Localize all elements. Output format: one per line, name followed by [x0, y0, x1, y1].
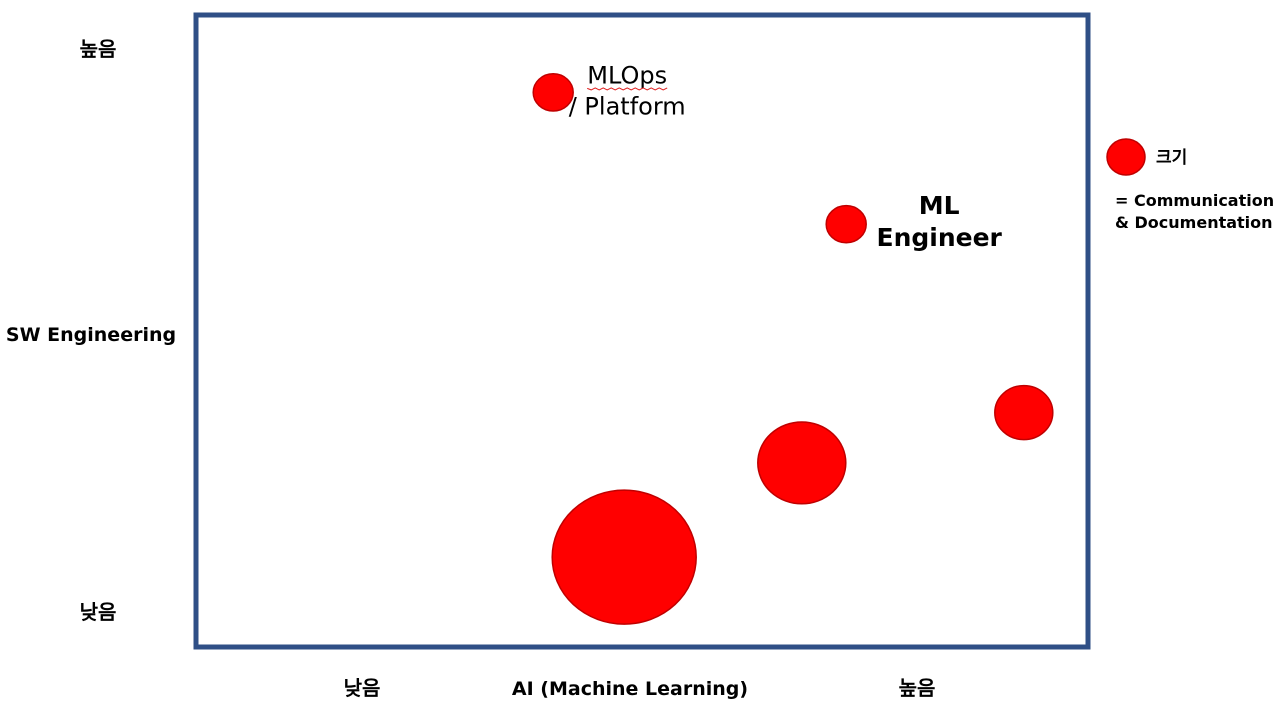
x-axis-low-label: 낮음	[344, 676, 381, 700]
bubble-5	[551, 489, 697, 625]
x-axis-high-label: 높음	[899, 676, 936, 700]
legend-description-line-2: & Documentation	[1115, 213, 1273, 232]
spellcheck-underline	[587, 87, 668, 91]
bubble-labels: MLOps / Platform ML Engineer	[569, 61, 1003, 252]
bubble-4	[757, 421, 847, 505]
y-axis-high-label: 높음	[80, 37, 117, 61]
legend-marker-label: 크기	[1156, 148, 1187, 168]
legend-bubble-marker	[1106, 138, 1146, 176]
bubble-series	[532, 73, 1054, 625]
bubble-3	[994, 384, 1054, 441]
legend-description-line-1: = Communication	[1115, 191, 1274, 210]
size-legend: 크기 = Communication & Documentation	[1106, 138, 1274, 232]
bubble-2	[825, 204, 867, 244]
bubble-2-label-line-2: Engineer	[877, 223, 1003, 252]
bubble-1	[532, 73, 574, 112]
y-axis-title: SW Engineering	[6, 324, 176, 346]
y-axis-low-label: 낮음	[80, 600, 117, 624]
bubble-2-label-line-1: ML	[919, 191, 960, 220]
bubble-1-label-line-1: MLOps	[587, 61, 667, 89]
x-axis-title: AI (Machine Learning)	[512, 678, 748, 700]
bubble-1-label-line-2: / Platform	[569, 92, 686, 120]
